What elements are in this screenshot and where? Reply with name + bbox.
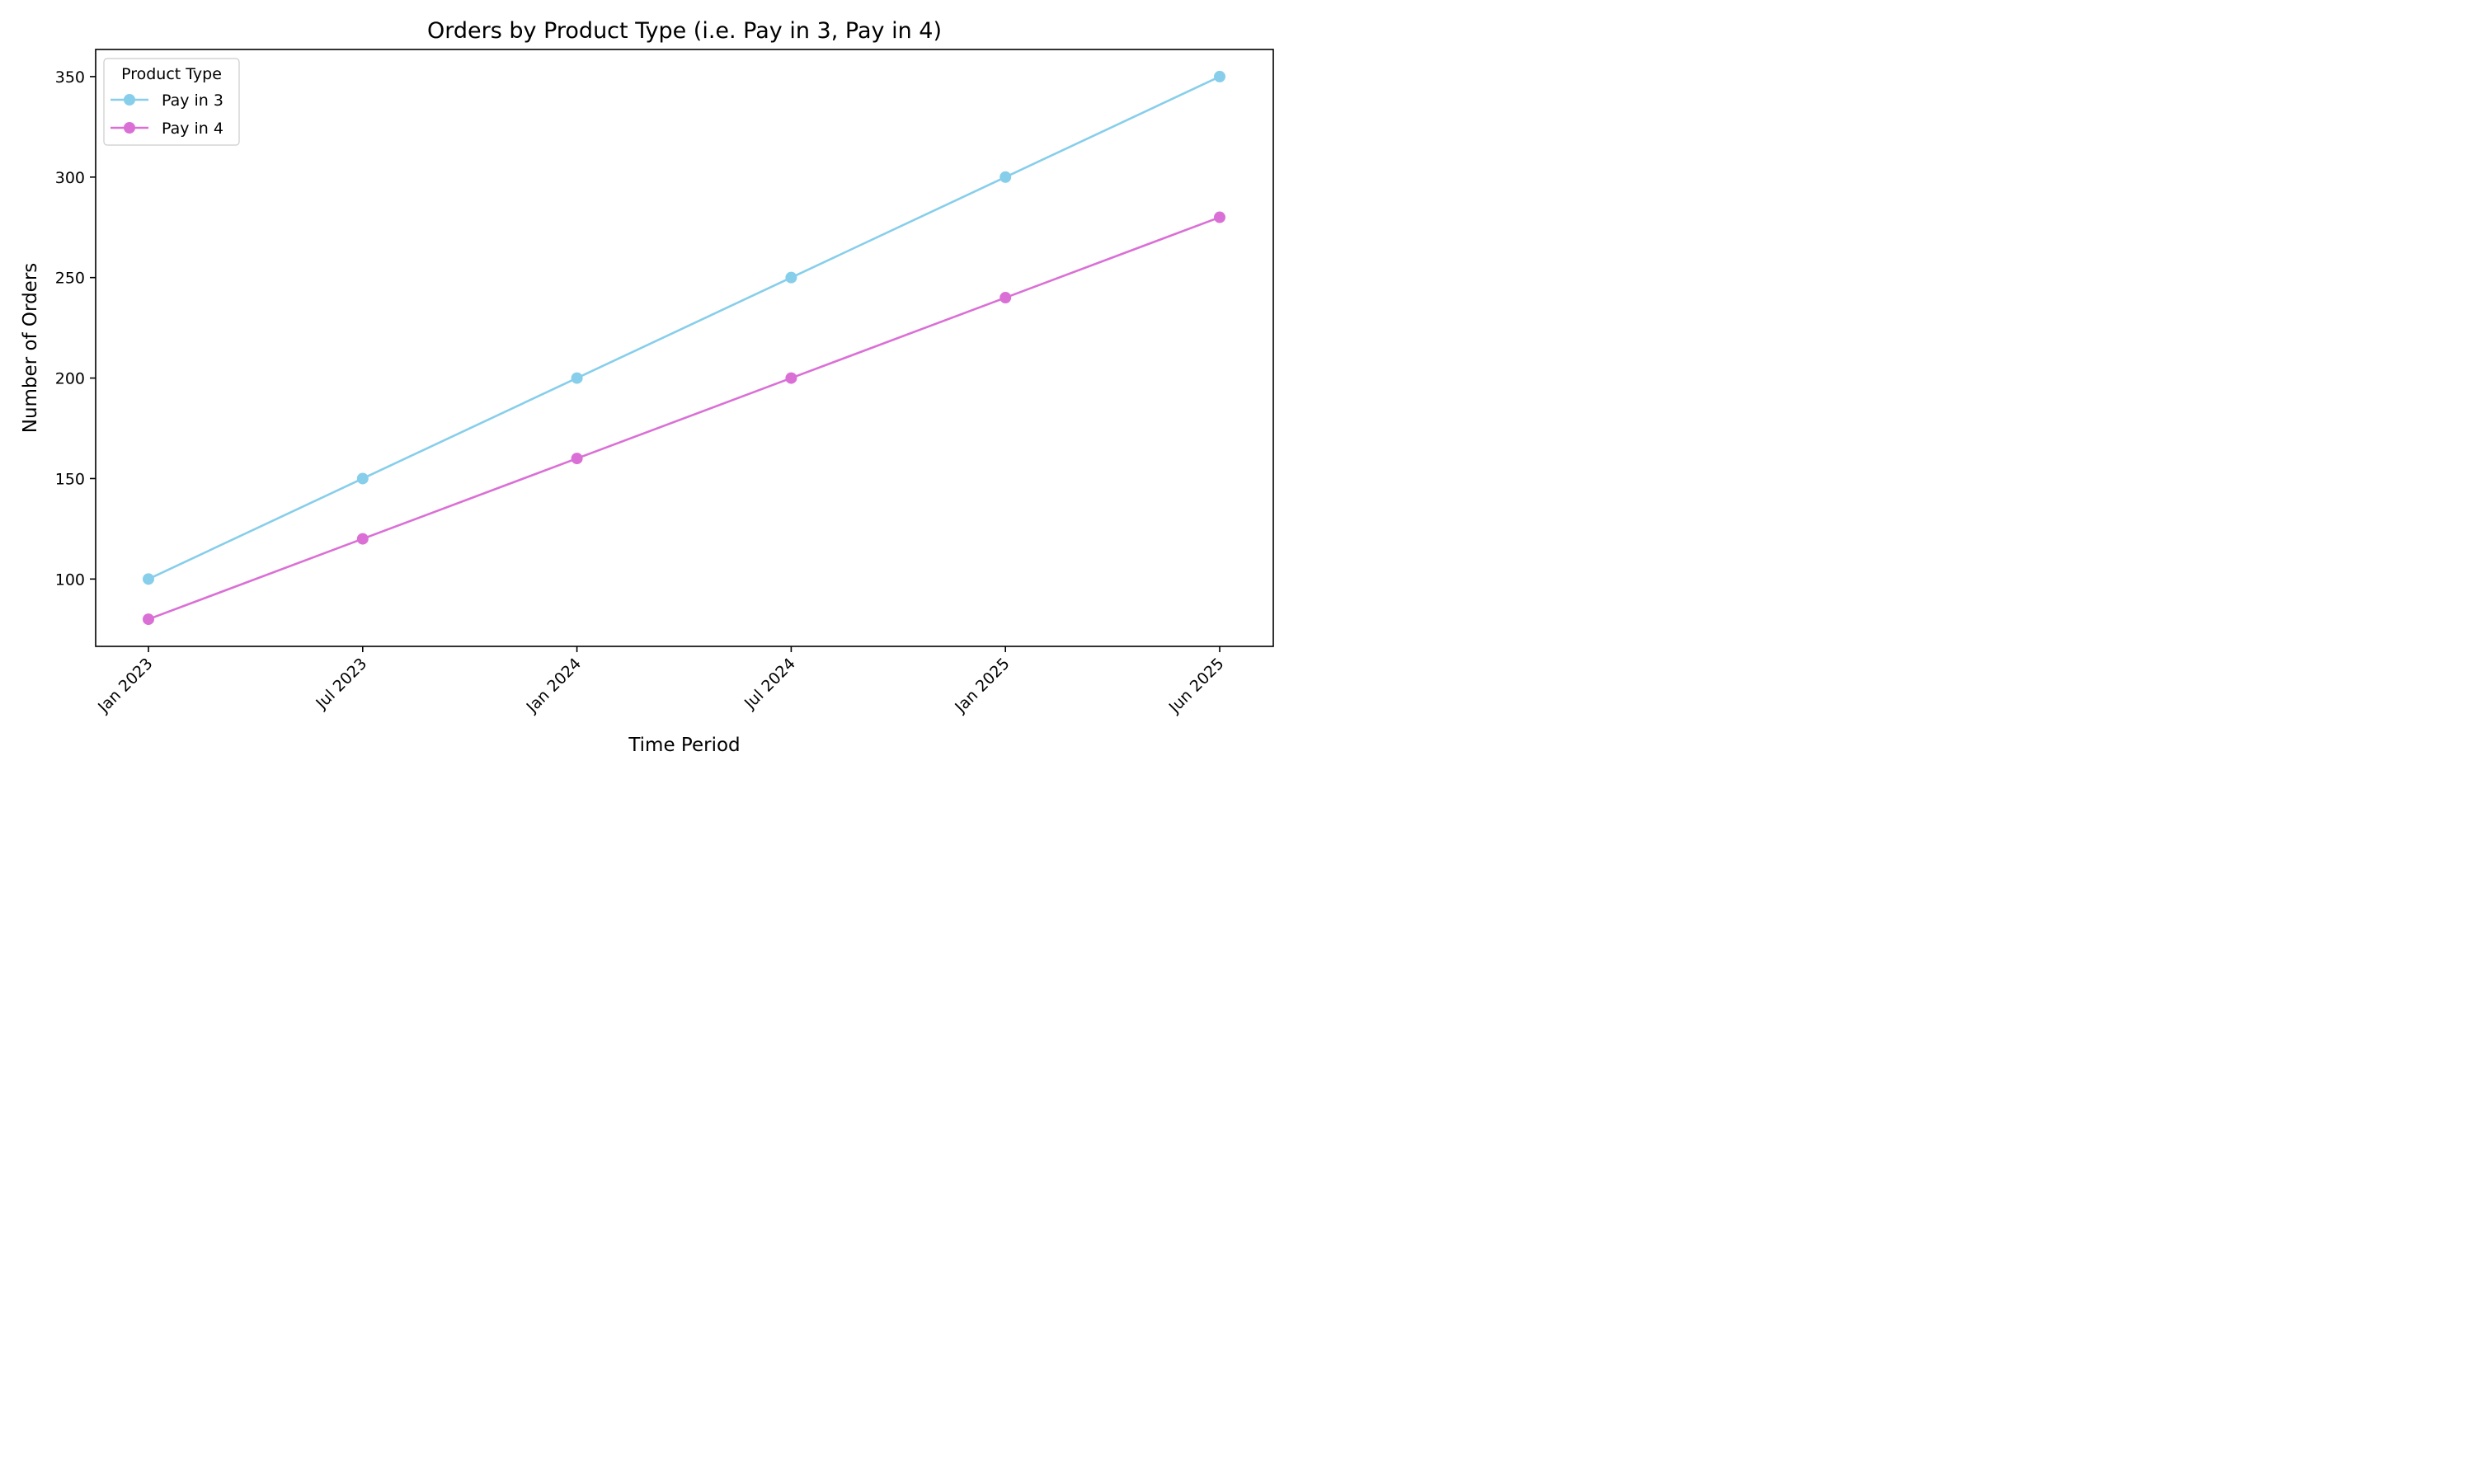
data-point-pay-in-4-jan-2025 bbox=[999, 292, 1012, 304]
legend-label-pay-in-4: Pay in 4 bbox=[162, 120, 223, 138]
legend: Product Type Pay in 3 Pay in 4 bbox=[103, 58, 240, 146]
legend-frame bbox=[103, 58, 240, 146]
legend-entry-pay-in-3: Pay in 3 bbox=[111, 92, 223, 110]
legend-marker-pay-in-3 bbox=[124, 94, 135, 106]
y-tick-label-350: 350 bbox=[55, 68, 85, 87]
data-point-pay-in-3-jan-2024 bbox=[571, 372, 583, 384]
chart-title: Orders by Product Type (i.e. Pay in 3, P… bbox=[427, 18, 942, 44]
legend-marker-pay-in-4 bbox=[124, 122, 135, 134]
data-point-pay-in-3-jan-2025 bbox=[999, 171, 1012, 183]
legend-entry-pay-in-4: Pay in 4 bbox=[111, 120, 223, 138]
data-point-pay-in-4-jul-2024 bbox=[785, 372, 797, 384]
y-tick-label-250: 250 bbox=[55, 270, 85, 288]
data-point-pay-in-4-jan-2024 bbox=[571, 453, 583, 465]
data-point-pay-in-3-jul-2023 bbox=[356, 472, 369, 485]
series-line-pay-in-4 bbox=[147, 216, 1221, 621]
y-tick-label-150: 150 bbox=[55, 470, 85, 488]
y-tick-label-300: 300 bbox=[55, 169, 85, 187]
x-axis-label: Time Period bbox=[628, 735, 740, 756]
data-point-pay-in-4-jan-2023 bbox=[143, 613, 154, 626]
series-line-pay-in-3 bbox=[147, 75, 1221, 580]
data-point-pay-in-4-jul-2023 bbox=[356, 533, 369, 545]
y-axis: 100 150 200 250 300 350 bbox=[55, 68, 96, 589]
data-point-pay-in-3-jan-2023 bbox=[143, 573, 154, 585]
series-pay-in-3 bbox=[143, 70, 1225, 585]
legend-title: Product Type bbox=[121, 65, 222, 83]
data-point-pay-in-3-jun-2025 bbox=[1214, 70, 1225, 82]
series-layer bbox=[143, 70, 1225, 626]
plot-frame bbox=[95, 49, 1274, 647]
series-pay-in-4 bbox=[143, 211, 1225, 626]
y-tick-label-200: 200 bbox=[55, 370, 85, 388]
y-tick-label-100: 100 bbox=[55, 571, 85, 589]
data-point-pay-in-4-jun-2025 bbox=[1214, 211, 1225, 223]
legend-label-pay-in-3: Pay in 3 bbox=[162, 92, 223, 110]
line-chart: Orders by Product Type (i.e. Pay in 3, P… bbox=[0, 0, 1289, 773]
data-point-pay-in-3-jul-2024 bbox=[785, 271, 797, 284]
y-axis-label: Number of Orders bbox=[20, 263, 41, 434]
